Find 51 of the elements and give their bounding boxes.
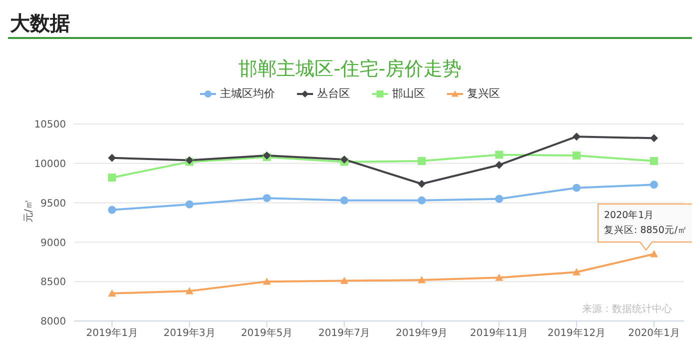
- y-tick-label: 9500: [40, 198, 66, 210]
- point: [340, 155, 348, 164]
- annotation: 复兴区: 8850元/㎡: [604, 224, 688, 236]
- legend-label: 复兴区: [466, 86, 500, 101]
- legend-label: 丛台区: [316, 86, 350, 101]
- point: [108, 206, 116, 214]
- point: [495, 150, 504, 159]
- point: [108, 154, 116, 162]
- point: [650, 134, 658, 142]
- y-tick-label: 9000: [40, 238, 66, 249]
- point: [340, 196, 348, 204]
- point: [340, 276, 348, 284]
- point: [572, 184, 581, 192]
- annotation: 来源：数据统计中心: [582, 302, 672, 316]
- point: [262, 278, 271, 285]
- x-tick-label: 2019年11月: [470, 327, 528, 340]
- point: [572, 132, 581, 141]
- point: [418, 180, 426, 188]
- point: [418, 157, 426, 166]
- x-tick-label: 2019年12月: [547, 327, 606, 340]
- point: [572, 152, 581, 160]
- point: [650, 180, 658, 189]
- x-tick-label: 2019年9月: [396, 327, 448, 340]
- chart-subtitle: 邯郸主城区-住宅-房价走势: [238, 57, 462, 82]
- x-tick-label: 2019年3月: [164, 327, 216, 340]
- point: [495, 160, 504, 169]
- point: [185, 200, 194, 208]
- y-tick-label: 10500: [34, 120, 66, 131]
- category-label: 2020年1月: [604, 210, 654, 222]
- y-axis-title: 元/㎡: [24, 199, 35, 222]
- point: [418, 276, 426, 284]
- point: [108, 174, 116, 182]
- point: [262, 194, 271, 202]
- y-tick-label: 8000: [40, 316, 66, 328]
- x-tick-label: 2019年1月: [86, 327, 138, 340]
- legend-label: 主城区均价: [219, 86, 275, 101]
- point: [650, 250, 658, 258]
- x-tick-label: 2019年7月: [318, 327, 370, 340]
- point: [108, 289, 116, 297]
- point: [572, 268, 581, 276]
- point: [418, 196, 426, 204]
- point: [495, 274, 504, 281]
- point: [185, 287, 194, 294]
- y-tick-label: 8500: [40, 277, 66, 288]
- y-tick-label: 10000: [34, 158, 66, 170]
- x-tick-label: 2020年1月: [628, 327, 680, 340]
- chart-title: 大数据: [10, 10, 70, 37]
- point: [495, 194, 504, 203]
- legend-label: 邯山区: [391, 86, 425, 101]
- x-tick-label: 2019年5月: [240, 327, 293, 340]
- point: [650, 157, 658, 166]
